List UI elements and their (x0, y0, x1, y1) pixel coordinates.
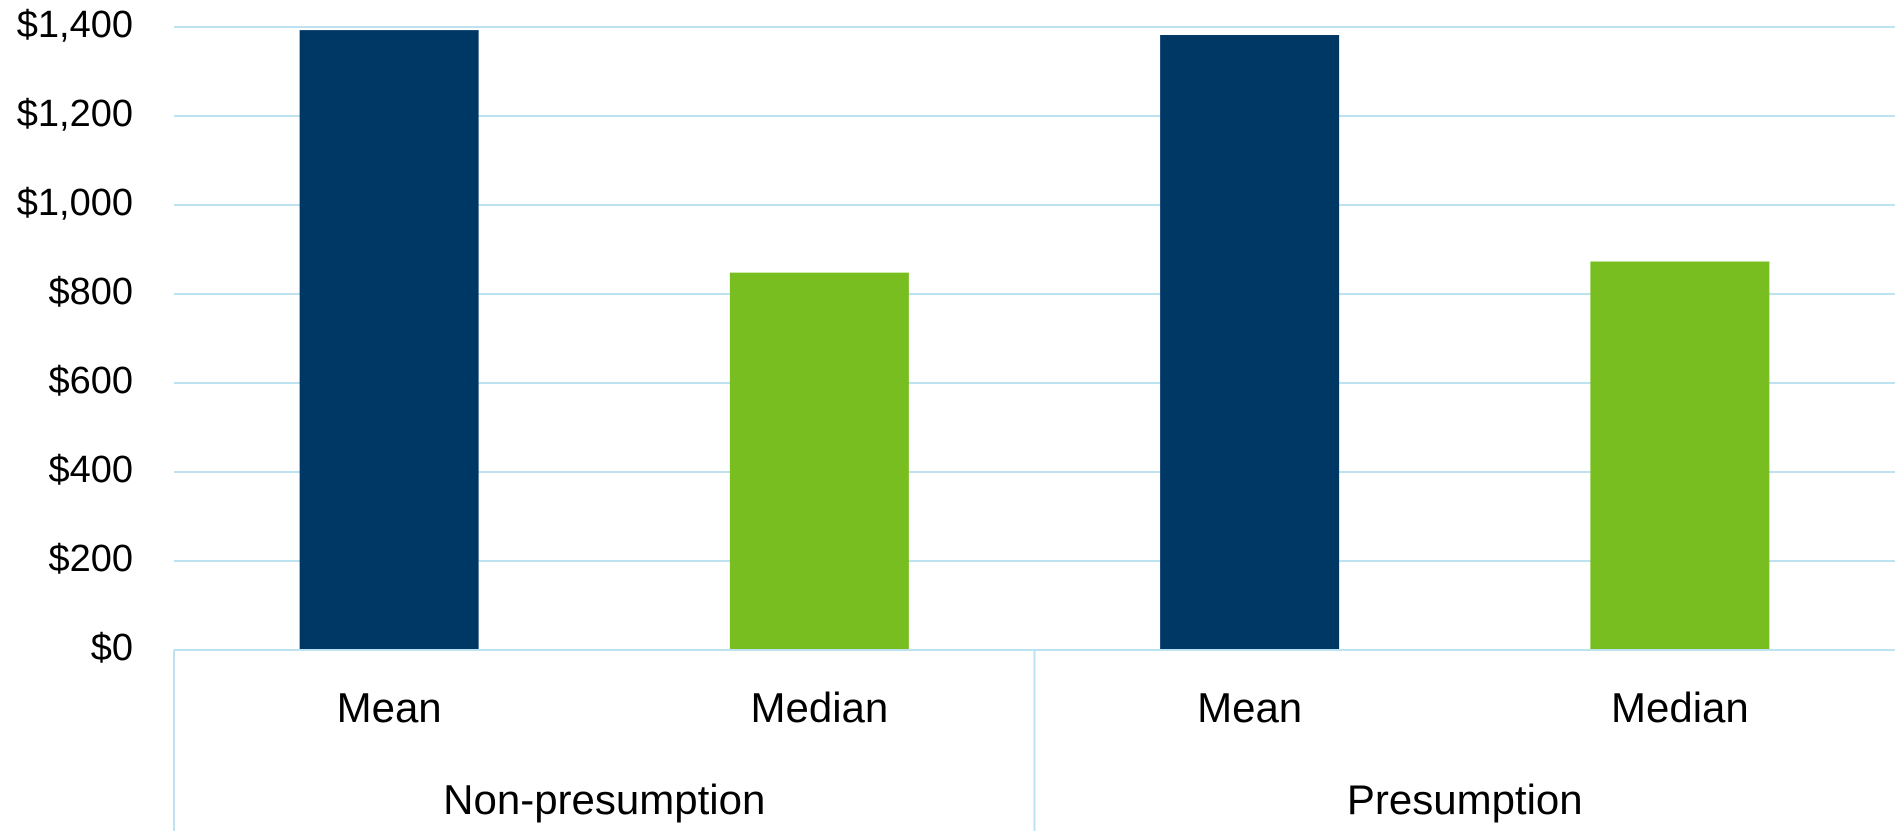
y-tick-label: $800 (48, 271, 133, 313)
y-tick-label: $600 (48, 360, 133, 402)
category-label: Mean (1197, 684, 1302, 731)
group-label: Non-presumption (443, 776, 765, 823)
y-tick-label: $1,400 (17, 4, 133, 46)
y-tick-label: $1,200 (17, 93, 133, 135)
category-label: Mean (337, 684, 442, 731)
y-axis-tick-labels: $0 $200 $400 $600 $800 $1,000 $1,200 $1,400 (17, 4, 133, 669)
bar-non-presumption-median (729, 272, 909, 650)
bars (299, 30, 1770, 651)
y-tick-label: $200 (48, 538, 133, 580)
y-tick-label: $0 (91, 627, 133, 669)
y-tick-label: $400 (48, 449, 133, 491)
category-labels: Mean Median Mean Median (337, 684, 1749, 731)
category-label: Median (750, 684, 888, 731)
bar-presumption-mean (1160, 35, 1340, 650)
bar-presumption-median (1590, 261, 1770, 650)
category-axis-lines (173, 649, 1895, 831)
group-labels: Non-presumption Presumption (443, 776, 1582, 823)
y-tick-label: $1,000 (17, 182, 133, 224)
group-label: Presumption (1347, 776, 1583, 823)
category-label: Median (1611, 684, 1749, 731)
bar-non-presumption-mean (299, 30, 479, 651)
